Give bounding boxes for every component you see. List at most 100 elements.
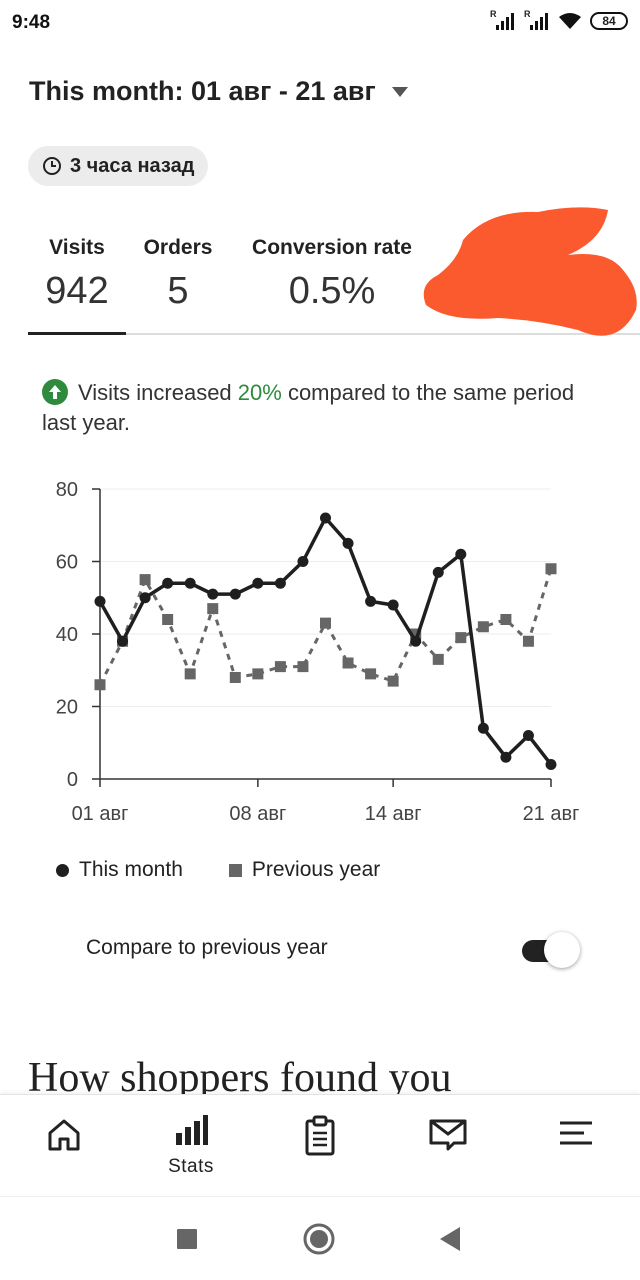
point-previous-year [365,668,377,680]
recent-apps-button[interactable] [176,1228,198,1250]
point-this-month [229,588,241,600]
point-previous-year [274,661,286,673]
chart-legend: This month Previous year [56,858,380,882]
point-previous-year [477,621,489,633]
point-previous-year [229,672,241,683]
point-previous-year [522,635,534,647]
nav-menu[interactable] [536,1115,616,1156]
point-previous-year [342,657,354,669]
visits-insight: Visits increased 20% compared to the sam… [42,378,602,438]
bottom-nav: Stats [0,1094,640,1196]
point-this-month [432,566,444,578]
point-this-month [184,577,196,589]
point-previous-year [387,675,399,687]
nav-orders[interactable] [280,1115,360,1162]
insight-percent: 20% [237,380,282,405]
y-tick-label: 60 [56,552,78,574]
status-bar: 9:48 R R 84 [0,0,640,48]
point-previous-year [94,679,106,691]
point-previous-year [207,603,219,615]
point-this-month [410,635,422,647]
point-this-month [500,751,512,763]
insight-text-before: Visits increased [78,380,238,405]
nav-stats-label: Stats [168,1156,214,1177]
legend-this-month: This month [56,858,183,882]
point-this-month [365,595,377,607]
point-this-month [117,635,129,647]
point-this-month [252,577,264,589]
tab-orders[interactable]: Orders 5 [130,236,226,313]
metric-value: 0.5% [288,270,376,312]
point-this-month [94,595,106,607]
tab-visits[interactable]: Visits 942 [28,236,126,313]
legend-label: Previous year [251,858,381,881]
point-previous-year [500,614,512,625]
y-tick-label: 80 [56,479,78,501]
nav-messages[interactable] [408,1115,488,1158]
metric-label: Orders [143,236,213,259]
point-previous-year [432,653,444,665]
home-system-button[interactable] [303,1223,335,1255]
arrow-up-icon [42,379,68,405]
x-tick-label: 21 авг [523,803,580,825]
point-this-month [477,722,489,734]
legend-square [228,863,242,877]
signal-icon: R [524,9,550,30]
point-this-month [522,730,534,741]
date-range-label: This month: 01 авг - 21 авг [29,76,376,106]
y-tick-label: 40 [56,624,78,646]
point-this-month [320,512,331,524]
point-this-month [387,599,399,611]
point-this-month [162,577,174,589]
stats-icon [176,1115,208,1145]
battery-icon: 84 [590,12,628,30]
metric-tabs: Visits 942 Orders 5 Conversion rate 0.5% [0,228,640,338]
point-previous-year [162,614,174,625]
nav-stats[interactable]: Stats [151,1115,231,1178]
orders-icon [305,1115,335,1156]
series-line-previous-year [98,568,553,686]
y-tick-label: 0 [67,769,78,791]
wifi-icon [559,13,581,29]
point-this-month [342,537,354,549]
point-this-month [297,556,309,567]
point-this-month [139,592,151,604]
home-icon [48,1119,80,1151]
legend-label: This month [79,858,183,881]
y-tick-label: 20 [56,697,78,719]
point-previous-year [184,668,196,680]
clock-icon [43,157,61,175]
point-previous-year [455,632,467,644]
messages-icon [429,1119,467,1151]
point-previous-year [297,661,309,673]
nav-home[interactable] [24,1115,104,1160]
point-previous-year [545,563,557,575]
compare-toggle[interactable] [522,930,580,968]
back-button[interactable] [438,1226,462,1252]
point-previous-year [410,628,422,640]
dropdown-caret-icon [391,86,408,97]
point-previous-year [320,617,331,629]
tab-conversion-rate[interactable]: Conversion rate 0.5% [236,236,428,313]
x-tick-label: 08 авг [229,803,286,825]
legend-dot [56,863,69,877]
legend-previous-year: Previous year [228,858,381,882]
x-tick-label: 01 авг [72,803,129,825]
point-this-month [274,577,286,589]
active-tab-indicator [28,332,126,335]
menu-icon [560,1121,592,1145]
metric-value: 5 [167,270,189,312]
metric-label: Conversion rate [252,236,412,259]
metric-label: Visits [49,236,105,259]
insight-text-after: compared to the same period last year. [42,380,575,435]
point-this-month [455,548,467,560]
compare-label: Compare to previous year [86,936,328,959]
status-time: 9:48 [12,12,51,33]
status-icons: R R 84 [490,9,628,30]
point-this-month [545,759,557,770]
x-tick-label: 14 авг [365,803,422,825]
date-range-selector[interactable]: This month: 01 авг - 21 авг [29,76,408,107]
signal-icon: R [490,9,516,30]
metric-value: 942 [45,270,109,312]
tab-track [126,333,640,335]
